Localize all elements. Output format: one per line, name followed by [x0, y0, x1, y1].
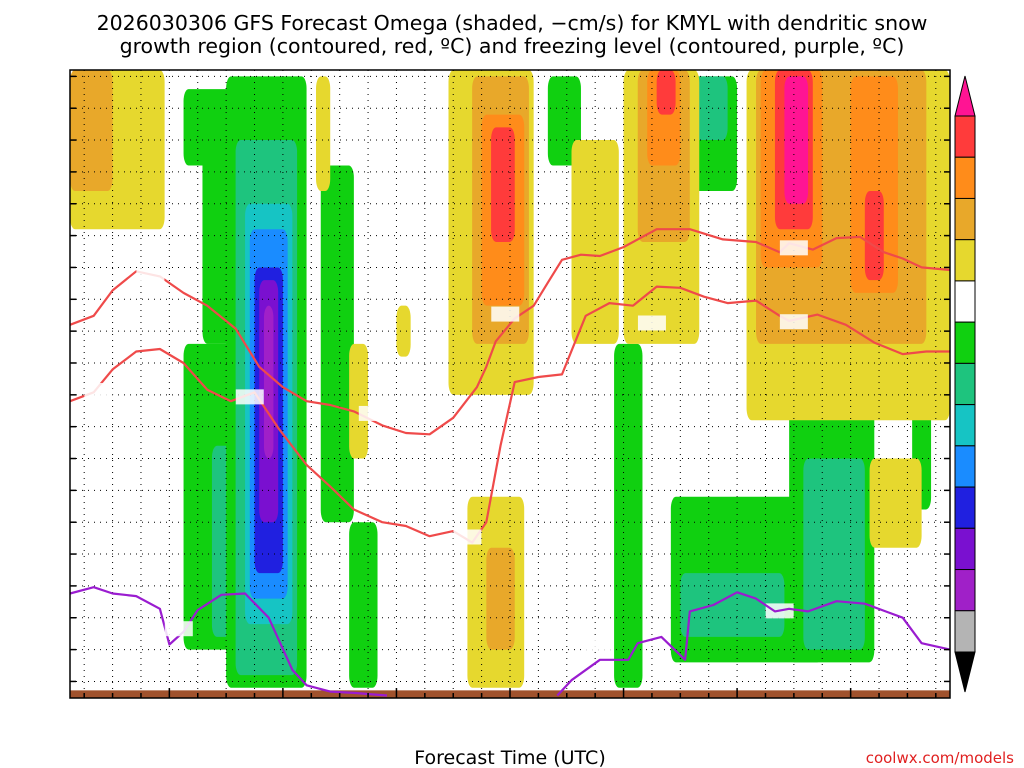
- omega-region-16: [680, 573, 785, 637]
- colorbar-segment-11: [954, 569, 976, 612]
- time-axis: [83, 688, 937, 698]
- x-axis-label: Forecast Time (UTC): [414, 747, 605, 768]
- omega-region-29: [349, 343, 369, 459]
- colorbar-segment-1: [954, 156, 976, 199]
- contour-label-bg-1-0: [84, 383, 113, 399]
- credit-text: coolwx.com/models: [866, 749, 1014, 767]
- contour-label-bg-0-0: [136, 268, 165, 284]
- omega-region-41: [656, 70, 676, 115]
- omega-region-37: [571, 140, 619, 344]
- colorbar-segment-10: [954, 527, 976, 571]
- contour-label-bg-2-1: [585, 635, 614, 651]
- omega-region-14: [614, 343, 643, 688]
- contour-line-2: [69, 586, 388, 697]
- contour-label-bg-1-2: [453, 529, 482, 545]
- contour-label-bg-0-3: [779, 240, 808, 256]
- omega-region-11: [263, 305, 274, 459]
- colorbar-segment-4: [954, 280, 976, 323]
- colorbar: [954, 75, 976, 693]
- colorbar-bottom-arrow: [954, 651, 976, 693]
- contour-label-bg-1-1: [235, 389, 264, 405]
- colorbar-segment-9: [954, 486, 976, 529]
- contour-label-bg-2-0: [164, 621, 193, 637]
- temperature-contours: [69, 228, 951, 697]
- omega-shading: [70, 70, 950, 688]
- omega-region-49: [869, 458, 922, 548]
- colorbar-segment-3: [954, 239, 976, 282]
- omega-region-3: [320, 165, 354, 523]
- contour-label-bg-0-1: [358, 405, 387, 421]
- omega-region-34: [491, 127, 515, 242]
- colorbar-segment-0: [954, 115, 976, 158]
- omega-region-28: [316, 76, 331, 192]
- omega-region-27: [70, 70, 113, 192]
- contour-label-bg-1-4: [779, 314, 808, 330]
- colorbar-segment-8: [954, 445, 976, 488]
- omega-region-12: [349, 522, 378, 688]
- omega-region-13: [547, 76, 581, 166]
- contour-label-bg-1-3: [637, 315, 666, 331]
- omega-region-36: [486, 547, 515, 650]
- chart-title-line-2: growth region (contoured, red, ºC) and f…: [120, 34, 905, 58]
- chart-title-line-1: 2026030306 GFS Forecast Omega (shaded, −…: [97, 11, 928, 35]
- omega-region-30: [396, 305, 411, 357]
- omega-region-20: [803, 458, 865, 650]
- colorbar-segment-12: [954, 610, 976, 653]
- colorbar-segment-5: [954, 321, 976, 364]
- contour-label-bg-0-2: [491, 306, 520, 322]
- colorbar-segment-6: [954, 362, 976, 406]
- colorbar-segment-2: [954, 197, 976, 241]
- pressure-axis: [70, 75, 950, 683]
- contour-line-3: [556, 591, 951, 697]
- colorbar-segment-7: [954, 404, 976, 447]
